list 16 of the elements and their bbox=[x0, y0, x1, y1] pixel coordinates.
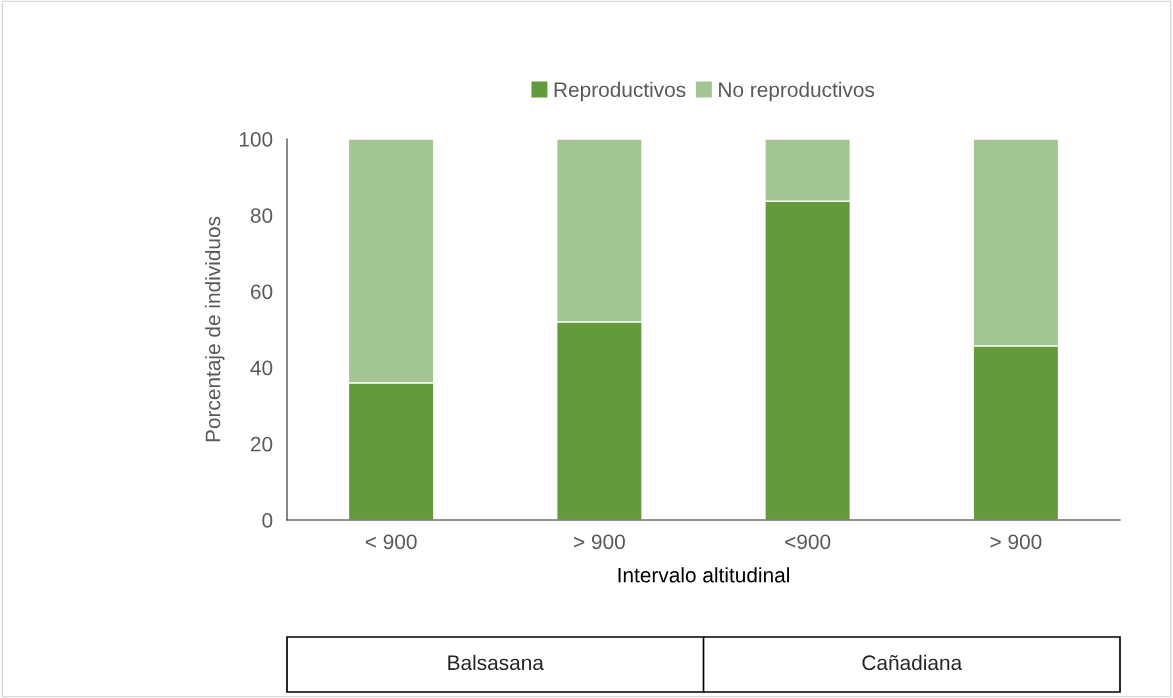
y-tick-label: 0 bbox=[262, 513, 273, 528]
x-axis-title: Intervalo altitudinal bbox=[618, 567, 789, 583]
text: Balsasana bbox=[448, 654, 544, 671]
text: Cañadiana bbox=[862, 654, 963, 671]
y-tick-label: 20 bbox=[250, 436, 273, 452]
y-axis-title: Porcentaje de individuos bbox=[205, 216, 225, 442]
x-tick-label: > 900 bbox=[574, 534, 625, 550]
y-tick-label: 100 bbox=[239, 132, 273, 147]
x-tick-label: <900 bbox=[785, 534, 831, 550]
x-tick-label: > 900 bbox=[990, 534, 1042, 550]
y-tick-label: 40 bbox=[250, 360, 273, 376]
y-tick-label: 60 bbox=[251, 284, 273, 300]
legend-label: Reproductivos bbox=[554, 81, 686, 102]
y-tick-label: 80 bbox=[250, 208, 273, 223]
x-tick-label: < 900 bbox=[365, 534, 417, 550]
legend-label: No reproductivos bbox=[719, 81, 875, 102]
